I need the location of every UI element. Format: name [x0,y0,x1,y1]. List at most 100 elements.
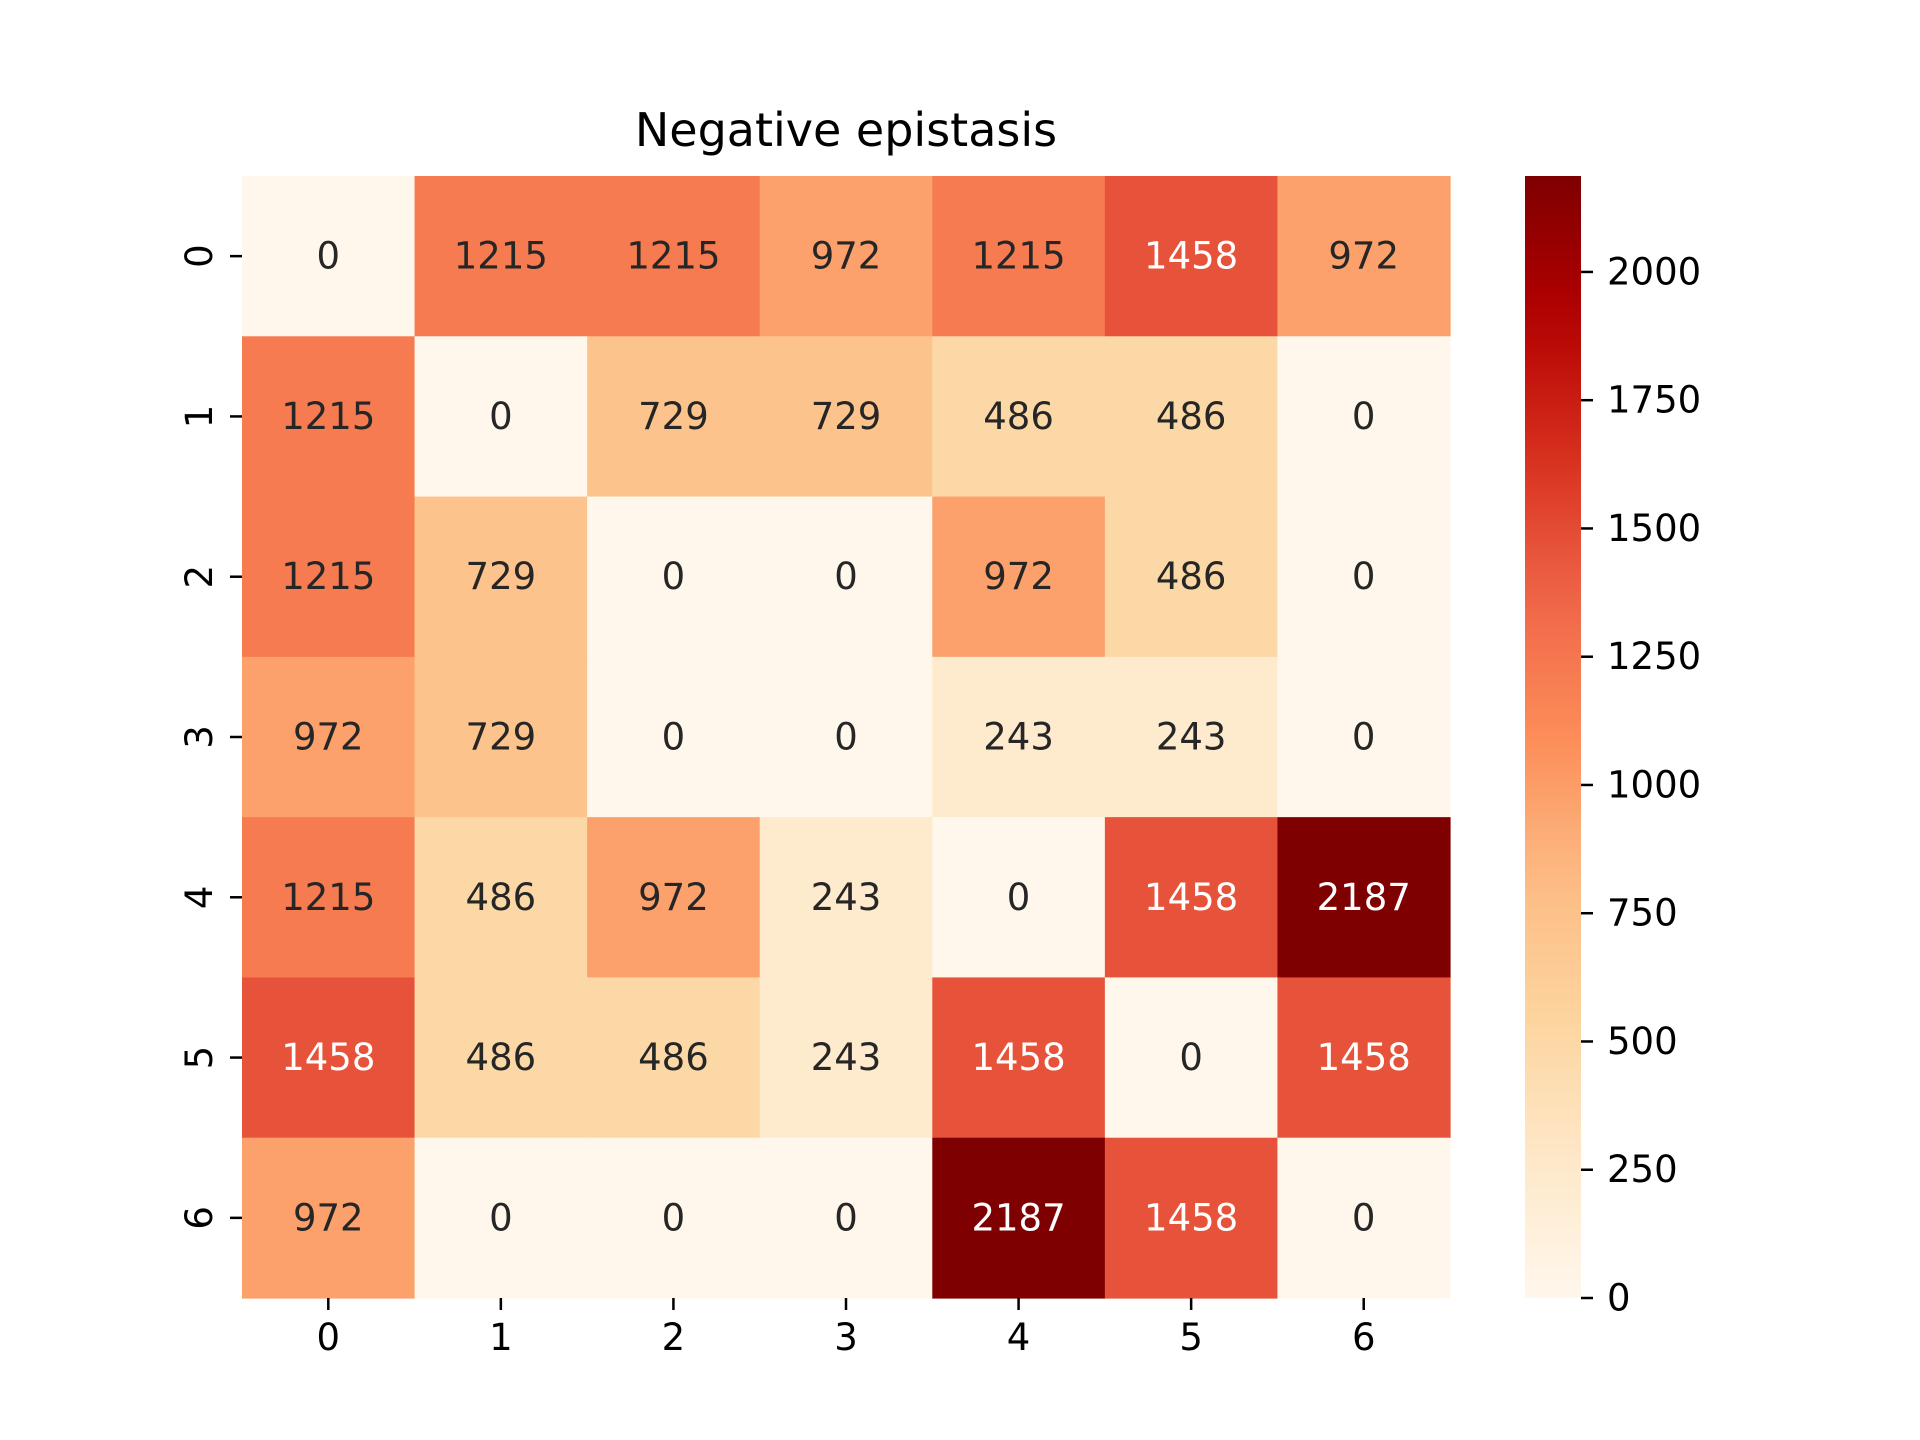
cell-value-label: 1215 [626,235,720,278]
heatmap-cell [414,336,588,498]
heatmap-cell [587,176,761,337]
heatmap-cell [587,817,761,979]
y-tick-label: 4 [178,886,221,910]
heatmap-cell [1277,977,1451,1139]
x-tick-label: 0 [317,1316,341,1359]
heatmap-cell [1277,176,1451,337]
colorbar [1525,176,1581,1298]
cell-value-label: 0 [834,1196,858,1239]
cell-value-label: 0 [1007,876,1031,919]
heatmap-cell [932,176,1106,337]
cell-value-label: 972 [983,555,1054,598]
heatmap-cell [587,656,761,818]
cell-value-label: 0 [489,395,513,438]
cell-value-label: 0 [317,235,341,278]
cell-value-label: 2187 [1317,876,1411,919]
heatmap-cell [242,336,416,498]
chart-title: Negative epistasis [635,103,1057,157]
cell-value-label: 972 [638,876,709,919]
cell-value-label: 1215 [281,876,375,919]
heatmap-cell [932,656,1106,818]
heatmap-cell [242,496,416,658]
heatmap-cell [759,1137,933,1299]
heatmap-cell [1277,336,1451,498]
cell-value-label: 1458 [281,1036,375,1079]
heatmap-cell [1104,817,1279,979]
cell-value-label: 0 [662,1196,686,1239]
heatmap-cell [414,176,588,337]
heatmap-cell [932,336,1106,498]
heatmap-cell [242,656,416,818]
heatmap-cell [1277,817,1451,979]
cell-value-label: 1215 [281,555,375,598]
heatmap-cell [759,336,933,498]
cell-value-label: 243 [811,876,882,919]
heatmap-cell [587,336,761,498]
heatmap-cell [759,496,933,658]
y-tick-label: 0 [178,244,221,268]
cell-value-label: 243 [811,1036,882,1079]
colorbar-tick-label: 750 [1607,892,1678,935]
cell-value-label: 243 [983,716,1054,759]
heatmap-cell [932,496,1106,658]
heatmap-cell [414,1137,588,1299]
colorbar-tick-label: 2000 [1607,250,1701,293]
heatmap-cell [1277,496,1451,658]
x-tick-label: 4 [1007,1316,1031,1359]
cell-value-label: 0 [1352,555,1376,598]
heatmap-cell [1277,1137,1451,1299]
x-tick-label: 3 [834,1316,858,1359]
cell-value-label: 486 [466,876,537,919]
cell-value-label: 1215 [454,235,548,278]
x-tick-label: 5 [1179,1316,1203,1359]
cell-value-label: 2187 [971,1196,1065,1239]
cell-value-label: 972 [811,235,882,278]
cell-value-label: 0 [1179,1036,1203,1079]
cell-value-label: 243 [1156,716,1227,759]
heatmap-cell [242,1137,416,1299]
colorbar-tick-label: 1500 [1607,507,1701,550]
y-axis: 0 1 2 3 4 5 6 [178,244,242,1230]
x-tick-label: 6 [1352,1316,1376,1359]
cell-value-label: 972 [293,716,364,759]
cell-value-label: 1215 [281,395,375,438]
heatmap-cell [1104,496,1279,658]
y-tick-label: 6 [178,1206,221,1230]
cell-value-label: 1458 [1317,1036,1411,1079]
cell-value-label: 0 [834,555,858,598]
y-tick-label: 1 [178,405,221,429]
heatmap-cell [414,817,588,979]
heatmap-cell [414,496,588,658]
heatmap-cells [242,176,1451,1299]
cell-value-label: 0 [1352,716,1376,759]
cell-value-label: 1458 [1144,235,1238,278]
cell-value-label: 1458 [971,1036,1065,1079]
cell-value-label: 0 [1352,1196,1376,1239]
x-tick-label: 2 [662,1316,686,1359]
heatmap-cell [759,977,933,1139]
cell-value-label: 729 [466,716,537,759]
heatmap-cell [759,176,933,337]
colorbar-tick-label: 500 [1607,1020,1678,1063]
x-axis: 0 1 2 3 4 5 6 [317,1298,1376,1359]
cell-value-label: 1458 [1144,876,1238,919]
heatmap-cell [1104,176,1279,337]
colorbar-tick-label: 1000 [1607,763,1701,806]
heatmap-cell [587,977,761,1139]
heatmap-cell [1277,656,1451,818]
heatmap-cell [242,817,416,979]
y-tick-label: 2 [178,565,221,589]
cell-value-label: 0 [834,716,858,759]
heatmap-cell [1104,656,1279,818]
cell-value-label: 1458 [1144,1196,1238,1239]
cell-value-label: 0 [662,555,686,598]
x-tick-label: 1 [489,1316,513,1359]
colorbar-tick-label: 0 [1607,1277,1631,1320]
cell-value-label: 972 [293,1196,364,1239]
heatmap-cell [759,656,933,818]
colorbar-tick-label: 1750 [1607,379,1701,422]
heatmap-cell [759,817,933,979]
cell-value-label: 972 [1328,235,1399,278]
heatmap-cell [242,176,416,337]
colorbar-tick-label: 250 [1607,1148,1678,1191]
